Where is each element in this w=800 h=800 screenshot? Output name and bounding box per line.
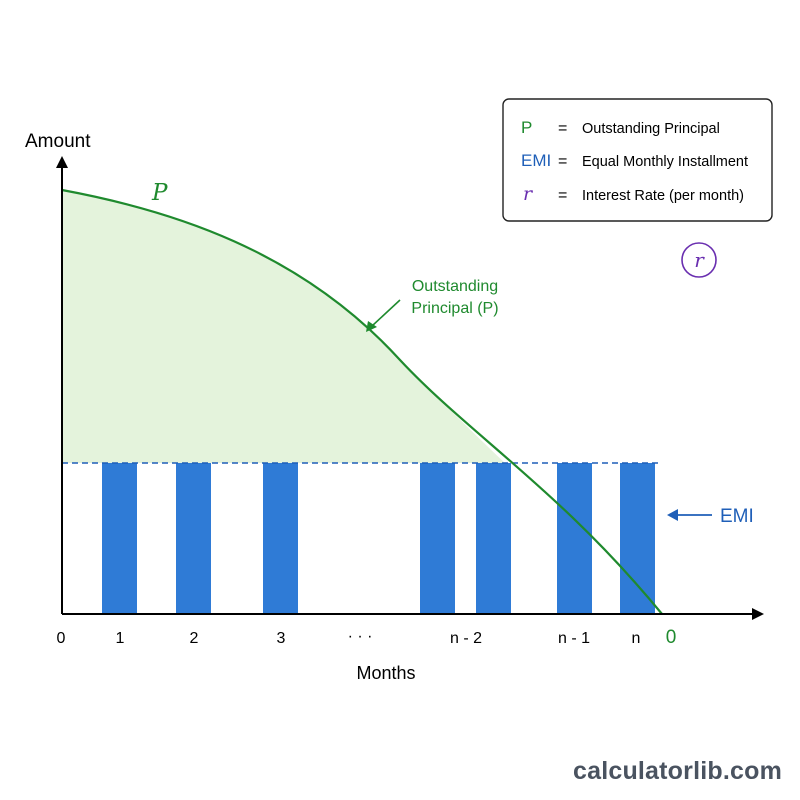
watermark: calculatorlib.com [572,757,782,785]
x-tick-n-minus-1: n - 1 [558,630,590,647]
emi-bar-3 [263,463,298,615]
legend-text-emi: Equal Monthly Installment [582,154,748,170]
x-tick-labels: 0 1 2 3 · · · n - 2 n - 1 n [57,628,641,647]
legend-symbol-emi: EMI [521,151,551,170]
emi-bar-n-minus-2a [420,463,455,615]
emi-bar-1 [102,463,137,615]
principal-area [62,190,505,463]
emi-bar-2 [176,463,211,615]
legend-symbol-r: r [523,183,534,205]
x-tick-1: 1 [116,630,125,647]
rate-badge-symbol: r [694,248,705,272]
emi-annotation-arrow [667,509,712,521]
legend-symbol-p: P [521,118,532,137]
emi-label: EMI [720,506,754,527]
principal-annotation-line2: Principal (P) [411,300,498,317]
principal-annotation-arrow [366,299,401,332]
curve-end-zero-label: 0 [666,627,677,648]
emi-bar-n-minus-2b [476,463,511,615]
rate-badge-circle [681,242,717,278]
x-tick-n-minus-2: n - 2 [450,630,482,647]
legend: P = Outstanding Principal EMI = Equal Mo… [502,98,773,222]
legend-box [502,98,773,222]
principal-annotation-line1: Outstanding [412,278,498,295]
emi-bar-n-minus-1 [557,463,592,615]
legend-eq-p: = [558,120,567,137]
legend-eq-emi: = [558,153,567,170]
legend-text-r: Interest Rate (per month) [582,188,744,204]
emi-bar-n [620,463,655,615]
x-tick-n: n [632,630,641,647]
principal-symbol: P [151,180,168,206]
legend-text-p: Outstanding Principal [582,121,720,137]
x-tick-ellipsis: · · · [348,628,373,645]
emi-bars [102,463,655,615]
x-axis-label: Months [356,663,415,683]
legend-eq-r: = [558,187,567,204]
x-tick-2: 2 [190,630,199,647]
principal-curve [61,188,663,615]
y-axis-label: Amount [25,131,91,152]
x-tick-3: 3 [277,630,286,647]
x-tick-0: 0 [57,630,66,647]
